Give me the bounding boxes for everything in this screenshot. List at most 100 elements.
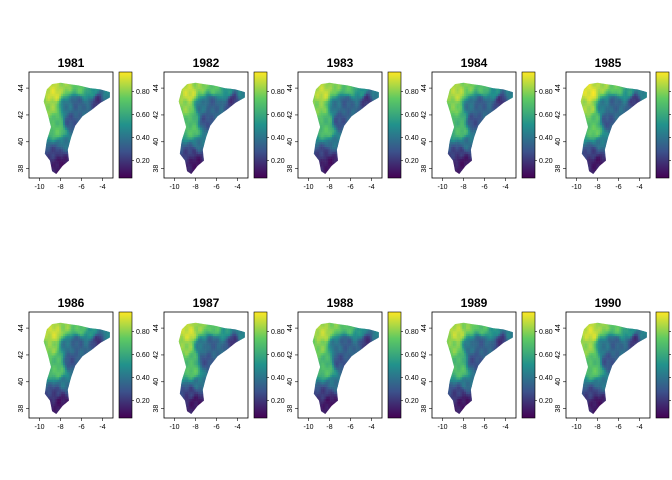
raster-cell	[232, 93, 235, 97]
raster-cell	[66, 105, 69, 109]
raster-cell	[320, 88, 323, 92]
raster-cell	[199, 107, 203, 111]
raster-cell	[199, 122, 203, 126]
raster-cell	[53, 124, 56, 128]
raster-cell	[211, 91, 214, 94]
raster-cell	[201, 124, 204, 128]
raster-cell	[194, 158, 197, 162]
raster-cell	[337, 120, 340, 123]
raster-cell	[324, 168, 327, 172]
raster-cell	[53, 95, 56, 99]
raster-cell	[328, 120, 331, 123]
raster-cell	[326, 115, 329, 118]
raster-cell	[196, 129, 199, 133]
raster-cell	[198, 141, 201, 145]
raster-cell	[57, 127, 60, 130]
raster-cell	[188, 124, 191, 128]
raster-cell	[190, 134, 193, 138]
raster-cell	[220, 91, 223, 94]
raster-cell	[207, 120, 210, 123]
raster-cell	[333, 110, 337, 114]
raster-cell	[328, 129, 331, 133]
raster-cell	[64, 144, 68, 147]
raster-cell	[181, 141, 184, 145]
raster-cell	[51, 122, 54, 126]
raster-cell	[59, 103, 62, 106]
raster-cell	[318, 146, 321, 150]
raster-cell	[324, 127, 327, 130]
raster-cell	[188, 144, 191, 147]
raster-cell	[332, 110, 335, 114]
raster-cell	[316, 151, 320, 155]
raster-cell	[198, 139, 201, 143]
raster-cell	[184, 144, 187, 147]
raster-cell	[70, 91, 73, 94]
raster-cell	[322, 153, 325, 157]
raster-cell	[57, 95, 60, 99]
raster-cell	[332, 141, 335, 145]
raster-cell	[226, 93, 229, 97]
raster-cell	[68, 100, 71, 104]
raster-cell	[335, 86, 338, 89]
raster-cell	[330, 93, 333, 97]
raster-cell	[190, 86, 193, 89]
raster-cell	[186, 132, 189, 135]
raster-cell	[49, 98, 52, 102]
raster-cell	[70, 122, 73, 126]
raster-cell	[316, 156, 320, 159]
raster-cell	[211, 107, 214, 111]
raster-cell	[216, 88, 220, 92]
raster-cell	[198, 149, 201, 152]
raster-cell	[74, 91, 77, 94]
raster-cell	[190, 132, 193, 135]
raster-cell	[328, 161, 331, 164]
raster-cell	[100, 98, 104, 102]
raster-cell	[190, 136, 193, 140]
raster-cell	[190, 124, 193, 128]
raster-cell	[222, 95, 225, 99]
raster-cell	[318, 151, 321, 155]
raster-cell	[326, 163, 329, 167]
raster-cell	[93, 88, 96, 92]
raster-cell	[194, 82, 197, 85]
raster-cell	[322, 88, 325, 92]
y-tick-label: 44	[153, 84, 160, 92]
raster-cell	[315, 110, 318, 114]
raster-cell	[74, 100, 77, 104]
raster-cell	[326, 82, 329, 85]
raster-cell	[199, 120, 203, 123]
raster-cell	[332, 132, 335, 135]
raster-cell	[57, 83, 60, 87]
raster-cell	[226, 91, 229, 94]
raster-cell	[188, 158, 191, 162]
raster-cell	[215, 95, 218, 99]
raster-cell	[320, 139, 323, 143]
raster-cell	[201, 83, 204, 87]
raster-cell	[70, 110, 73, 114]
raster-cell	[91, 93, 94, 97]
raster-cell	[188, 91, 191, 94]
raster-cell	[104, 98, 107, 102]
raster-cell	[66, 124, 69, 128]
raster-cell	[199, 83, 203, 87]
raster-cell	[196, 95, 199, 99]
raster-cell	[194, 86, 197, 89]
raster-cell	[97, 95, 100, 99]
raster-cell	[335, 139, 338, 143]
raster-cell	[83, 112, 86, 116]
raster-cell	[190, 93, 193, 97]
raster-cell	[53, 151, 56, 155]
raster-cell	[80, 110, 83, 114]
raster-cell	[330, 110, 333, 114]
raster-cell	[74, 98, 77, 102]
raster-cell	[186, 153, 189, 157]
raster-cell	[49, 161, 52, 164]
raster-cell	[80, 107, 83, 111]
raster-cell	[232, 100, 235, 104]
raster-cell	[320, 95, 323, 99]
raster-cell	[66, 158, 69, 162]
raster-cell	[66, 91, 69, 94]
raster-cell	[97, 103, 100, 106]
raster-cell	[198, 117, 201, 121]
raster-cell	[199, 95, 203, 99]
